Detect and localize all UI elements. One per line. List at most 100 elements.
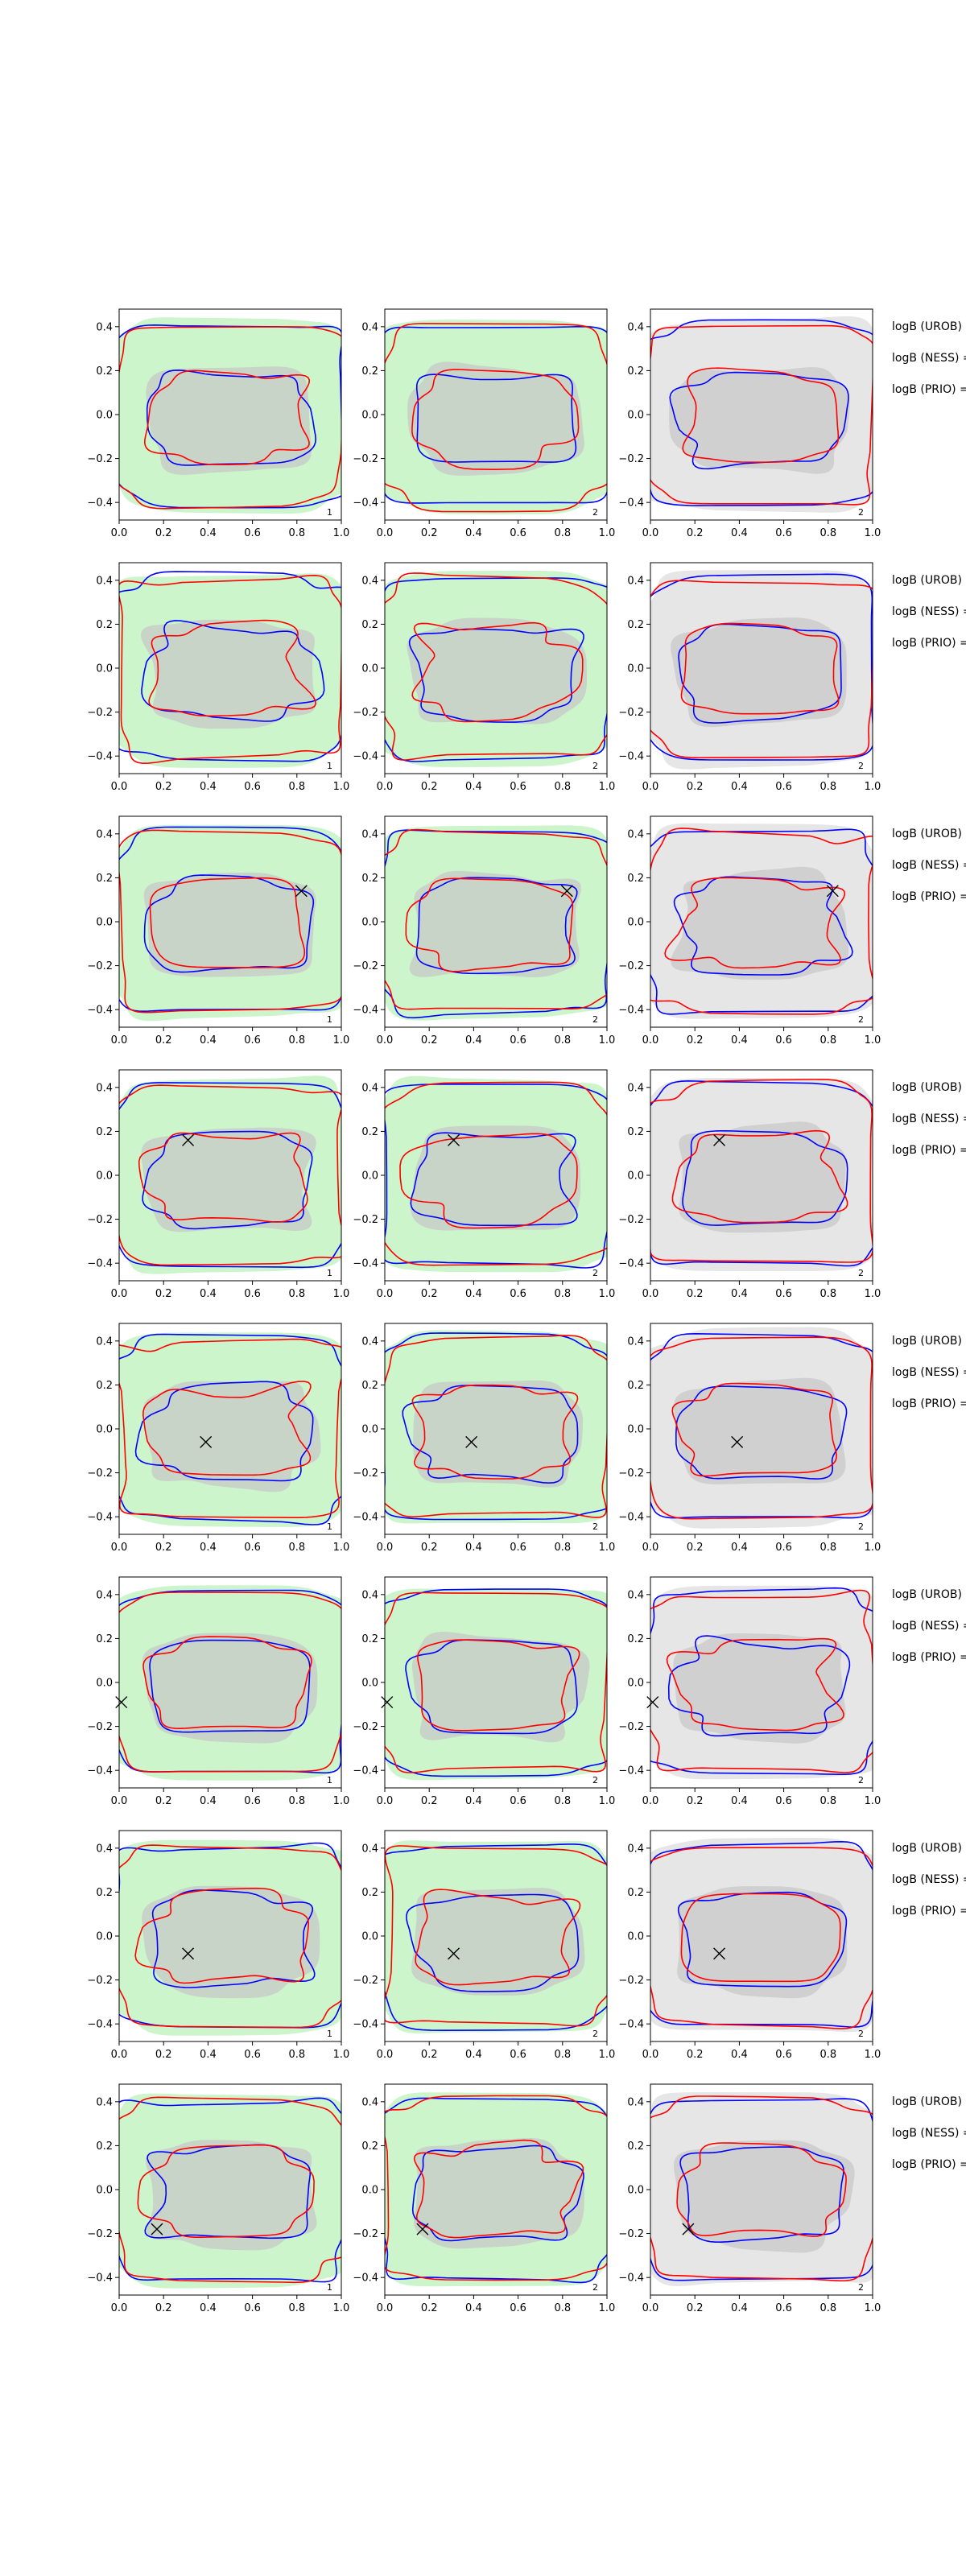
panel-label: 2	[858, 1775, 864, 1785]
x-tick-label: 0.8	[554, 2049, 571, 2061]
red-outer-contour	[385, 2095, 607, 2281]
annotation-label: logB (NESS) =	[892, 605, 966, 618]
inner-region	[679, 1121, 846, 1233]
x-tick-label: 0.8	[554, 1542, 571, 1554]
inner-region	[141, 1127, 316, 1232]
blue-outer-contour	[119, 324, 341, 509]
x-tick-label: 1.0	[599, 1288, 616, 1300]
y-tick-label: 0.4	[96, 828, 113, 840]
x-tick-label: 0.8	[288, 527, 305, 539]
annotation-label: logB (NESS) =	[892, 1620, 966, 1633]
x-tick-label: 0.2	[421, 1034, 438, 1046]
red-outer-contour	[650, 1589, 873, 1773]
y-tick-label: 0.0	[96, 410, 113, 422]
blue-outer-contour	[385, 1084, 607, 1269]
red-inner-contour	[142, 1381, 312, 1476]
red-outer-contour	[385, 1591, 607, 1773]
panel-label: 2	[858, 2282, 864, 2293]
panel-label: 1	[327, 1268, 332, 1278]
x-tick-label: 0.2	[155, 2302, 172, 2314]
annotation-label: logB (UROB) =	[892, 574, 966, 587]
panel-label: 1	[327, 2282, 332, 2293]
panel-r4-c2: 0.0 0.2 0.4 0.6 0.8 1.0 0.4 0.2 0.0 −0.2 −0.4 2	[353, 1069, 616, 1300]
true-location-marker	[381, 1696, 394, 1709]
y-tick-label: −0.2	[618, 2228, 644, 2240]
panel-r2-c2: 0.0 0.2 0.4 0.6 0.8 1.0 0.4 0.2 0.0 −0.2 −0.4 2	[353, 562, 615, 793]
y-tick-label: −0.4	[353, 2273, 378, 2285]
x-tick-label: 0.2	[421, 1542, 438, 1554]
x-tick-label: 0.4	[465, 2049, 482, 2061]
x-tick-label: 0.0	[377, 527, 394, 539]
annotation-label: logB (PRIO) =	[892, 1397, 966, 1410]
inner-region	[411, 1632, 590, 1743]
red-inner-contour	[142, 1636, 312, 1730]
y-tick-label: 0.4	[96, 1082, 113, 1094]
x-tick-label: 0.2	[421, 527, 438, 539]
panel-label: 2	[592, 2282, 598, 2293]
red-inner-contour	[680, 622, 840, 715]
x-tick-label: 0.6	[510, 2302, 526, 2314]
red-outer-contour	[650, 1079, 873, 1263]
red-outer-contour	[119, 1844, 341, 2029]
red-inner-contour	[134, 1887, 310, 1984]
red-inner-contour	[148, 619, 317, 717]
red-outer-contour	[385, 1845, 607, 2027]
y-tick-label: 0.2	[627, 1633, 644, 1645]
red-outer-contour	[119, 1084, 341, 1266]
y-tick-label: −0.4	[353, 1512, 378, 1524]
x-tick-label: 0.8	[819, 1795, 836, 1807]
y-tick-label: 0.4	[627, 321, 644, 333]
panel-r4-c1: 0.0 0.2 0.4 0.6 0.8 1.0 0.4 0.2 0.0 −0.2 −0.4 1	[87, 1069, 349, 1300]
x-tick-label: 0.4	[731, 1795, 748, 1807]
y-tick-label: 0.4	[627, 575, 644, 587]
blue-outer-contour	[119, 826, 341, 1013]
true-location-marker	[200, 1435, 213, 1448]
y-tick-label: 0.0	[627, 917, 644, 929]
y-tick-label: −0.4	[618, 1765, 644, 1777]
panel-label: 1	[327, 1521, 332, 1532]
y-tick-label: 0.0	[627, 1931, 644, 1943]
y-tick-label: 0.2	[361, 1126, 378, 1138]
y-tick-label: −0.2	[618, 1975, 644, 1987]
y-tick-label: −0.2	[87, 1468, 113, 1480]
x-tick-label: 0.6	[775, 2049, 792, 2061]
x-tick-label: 0.2	[687, 2049, 704, 2061]
blue-outer-contour	[385, 1843, 607, 2032]
inner-region	[409, 870, 581, 978]
panel-r6-c3: 0.0 0.2 0.4 0.6 0.8 1.0 0.4 0.2 0.0 −0.2 −0.4 2	[618, 1576, 881, 1807]
true-location-marker	[713, 1947, 726, 1960]
annotation-label: logB (UROB) =	[892, 1081, 966, 1094]
y-tick-label: 0.4	[627, 1843, 644, 1855]
blue-inner-contour	[682, 1130, 848, 1226]
y-tick-label: 0.0	[361, 1678, 378, 1690]
y-tick-label: −0.2	[618, 960, 644, 972]
x-tick-label: 0.4	[465, 1795, 482, 1807]
red-outer-contour	[385, 1335, 607, 1518]
y-tick-label: −0.4	[87, 1512, 113, 1524]
x-tick-label: 1.0	[333, 1795, 350, 1807]
x-tick-label: 0.6	[510, 1542, 526, 1554]
inner-region	[407, 361, 584, 476]
x-tick-label: 0.6	[244, 1542, 261, 1554]
y-tick-label: 0.0	[627, 1424, 644, 1436]
red-outer-contour	[385, 323, 607, 513]
y-tick-label: −0.2	[353, 453, 378, 465]
x-tick-label: 0.0	[642, 2302, 659, 2314]
blue-inner-contour	[141, 620, 325, 722]
x-tick-label: 0.6	[244, 2049, 261, 2061]
y-tick-label: 0.2	[627, 1126, 644, 1138]
x-tick-label: 0.0	[642, 1288, 659, 1300]
y-tick-label: 0.4	[96, 2096, 113, 2108]
y-tick-label: −0.2	[353, 2228, 378, 2240]
blue-outer-contour	[385, 1588, 607, 1777]
panel-label: 1	[327, 761, 332, 771]
blue-outer-contour	[385, 2097, 607, 2284]
blue-outer-contour	[650, 1840, 873, 2028]
x-tick-label: 0.6	[510, 2049, 526, 2061]
panel-r8-c2: 0.0 0.2 0.4 0.6 0.8 1.0 0.4 0.2 0.0 −0.2 −0.4 2	[353, 2083, 615, 2314]
blue-outer-contour	[385, 1332, 607, 1521]
y-tick-label: 0.2	[627, 1380, 644, 1392]
inner-region	[669, 367, 850, 474]
x-tick-label: 0.0	[111, 1034, 128, 1046]
inner-region	[411, 1888, 585, 1996]
